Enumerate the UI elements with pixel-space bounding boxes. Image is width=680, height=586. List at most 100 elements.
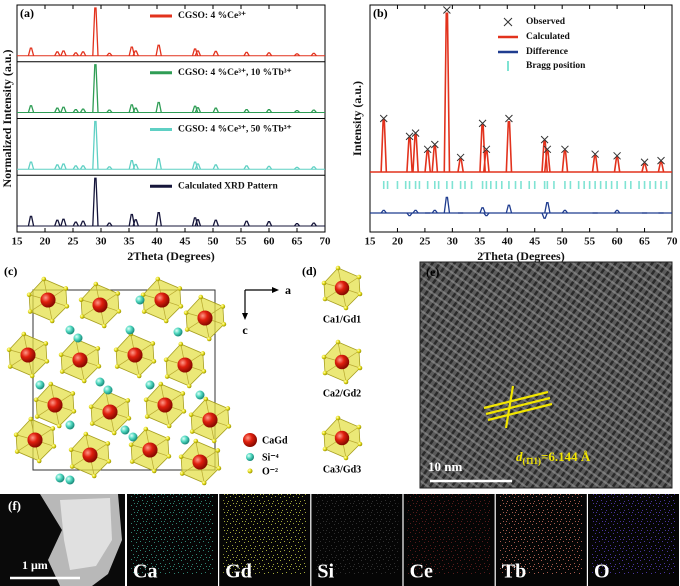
oxygen (321, 280, 327, 286)
x-tick-label: 60 (612, 236, 624, 248)
difference-peak (544, 201, 551, 214)
peak (155, 158, 162, 170)
peak (212, 219, 220, 227)
si-atom (173, 327, 183, 337)
oxygen (70, 391, 76, 396)
legend-label: Difference (526, 47, 568, 57)
observed-point (561, 145, 569, 154)
peak (132, 50, 139, 57)
calculated-peak (431, 145, 439, 173)
x-tick-label: 45 (180, 236, 192, 248)
si-atom (35, 380, 45, 390)
oxygen (101, 323, 107, 329)
observed-point (379, 114, 388, 123)
oxygen (151, 468, 157, 474)
cagd-atom (192, 454, 208, 470)
cagd-atom (197, 310, 213, 326)
peak (243, 220, 250, 227)
peak (132, 163, 139, 170)
eds-maps: Ca Gd Si Ce Tb O (127, 494, 679, 586)
oxygen (81, 378, 87, 384)
x-tick-label: 35 (124, 236, 136, 248)
oxygen (114, 364, 120, 369)
arrow-head (242, 313, 248, 320)
oxygen (69, 464, 75, 469)
eds-signal (131, 494, 214, 574)
peak (293, 166, 301, 170)
oxygen (183, 310, 189, 316)
peak (72, 52, 79, 57)
peak (92, 64, 99, 113)
difference-peak (479, 207, 486, 214)
x-tick-label: 30 (96, 236, 108, 248)
peak (265, 108, 273, 113)
peak (27, 47, 35, 56)
peak (128, 104, 136, 113)
difference-peak (505, 204, 513, 214)
panel-label: (e) (426, 265, 439, 279)
site-label: Ca3/Gd3 (323, 464, 361, 475)
peak (79, 220, 87, 227)
cagd-atom (177, 357, 193, 373)
legend-label: Calculated XRD Pattern (178, 181, 278, 191)
observed-point (411, 129, 420, 137)
calculated-peak (457, 158, 464, 173)
difference-peak (541, 212, 548, 219)
oxygen (188, 412, 194, 418)
oxygen (29, 373, 35, 379)
scale-bar-label: 10 nm (428, 459, 462, 474)
peak (79, 108, 87, 113)
calculated-peak (443, 12, 451, 173)
peak (92, 177, 99, 227)
oxygen (106, 459, 112, 464)
x-tick-label: 40 (152, 236, 164, 248)
oxygen (48, 381, 54, 387)
oxygen (177, 286, 183, 291)
oxygen (128, 442, 134, 448)
peak (72, 221, 79, 227)
peak (155, 44, 162, 56)
oxygen (225, 406, 231, 411)
x-tick-label: 40 (502, 236, 514, 248)
difference-peak (412, 209, 419, 214)
legend-symbol (246, 453, 254, 461)
peak (106, 166, 113, 170)
oxygen (220, 304, 226, 309)
peak (155, 211, 162, 227)
observed-point (443, 6, 451, 14)
lattice-fringe-marker (483, 385, 553, 429)
element-label: Gd (225, 561, 252, 583)
oxygen (51, 444, 57, 449)
cagd-atom (142, 442, 158, 458)
oxygen (91, 473, 97, 479)
legend-symbol (503, 17, 513, 27)
peak (54, 164, 61, 170)
oxygen (125, 398, 131, 403)
x-tick-label: 70 (667, 236, 679, 248)
oxygen (181, 409, 187, 414)
peak (243, 165, 250, 170)
peak (128, 46, 136, 56)
panel-label: (a) (20, 6, 34, 20)
oxygen (179, 471, 185, 476)
oxygen (215, 448, 221, 453)
x-tick-label: 50 (557, 236, 569, 248)
calculated-peak (479, 124, 486, 173)
oxygen (36, 458, 42, 464)
arrow-head (272, 287, 279, 293)
oxygen (56, 423, 62, 429)
oxygen (33, 397, 39, 403)
calculated-peak (591, 155, 599, 173)
si-atom (73, 333, 83, 343)
oxygen (321, 354, 327, 360)
x-axis-title: 2Theta (Degrees) (127, 249, 214, 263)
oxygen (58, 352, 64, 358)
si-atom (135, 295, 145, 305)
oxygen (64, 304, 70, 309)
oxygen (216, 466, 222, 471)
element-label: O (594, 561, 610, 583)
oxygen (343, 379, 349, 385)
oxygen (158, 381, 164, 387)
peak (27, 105, 35, 113)
